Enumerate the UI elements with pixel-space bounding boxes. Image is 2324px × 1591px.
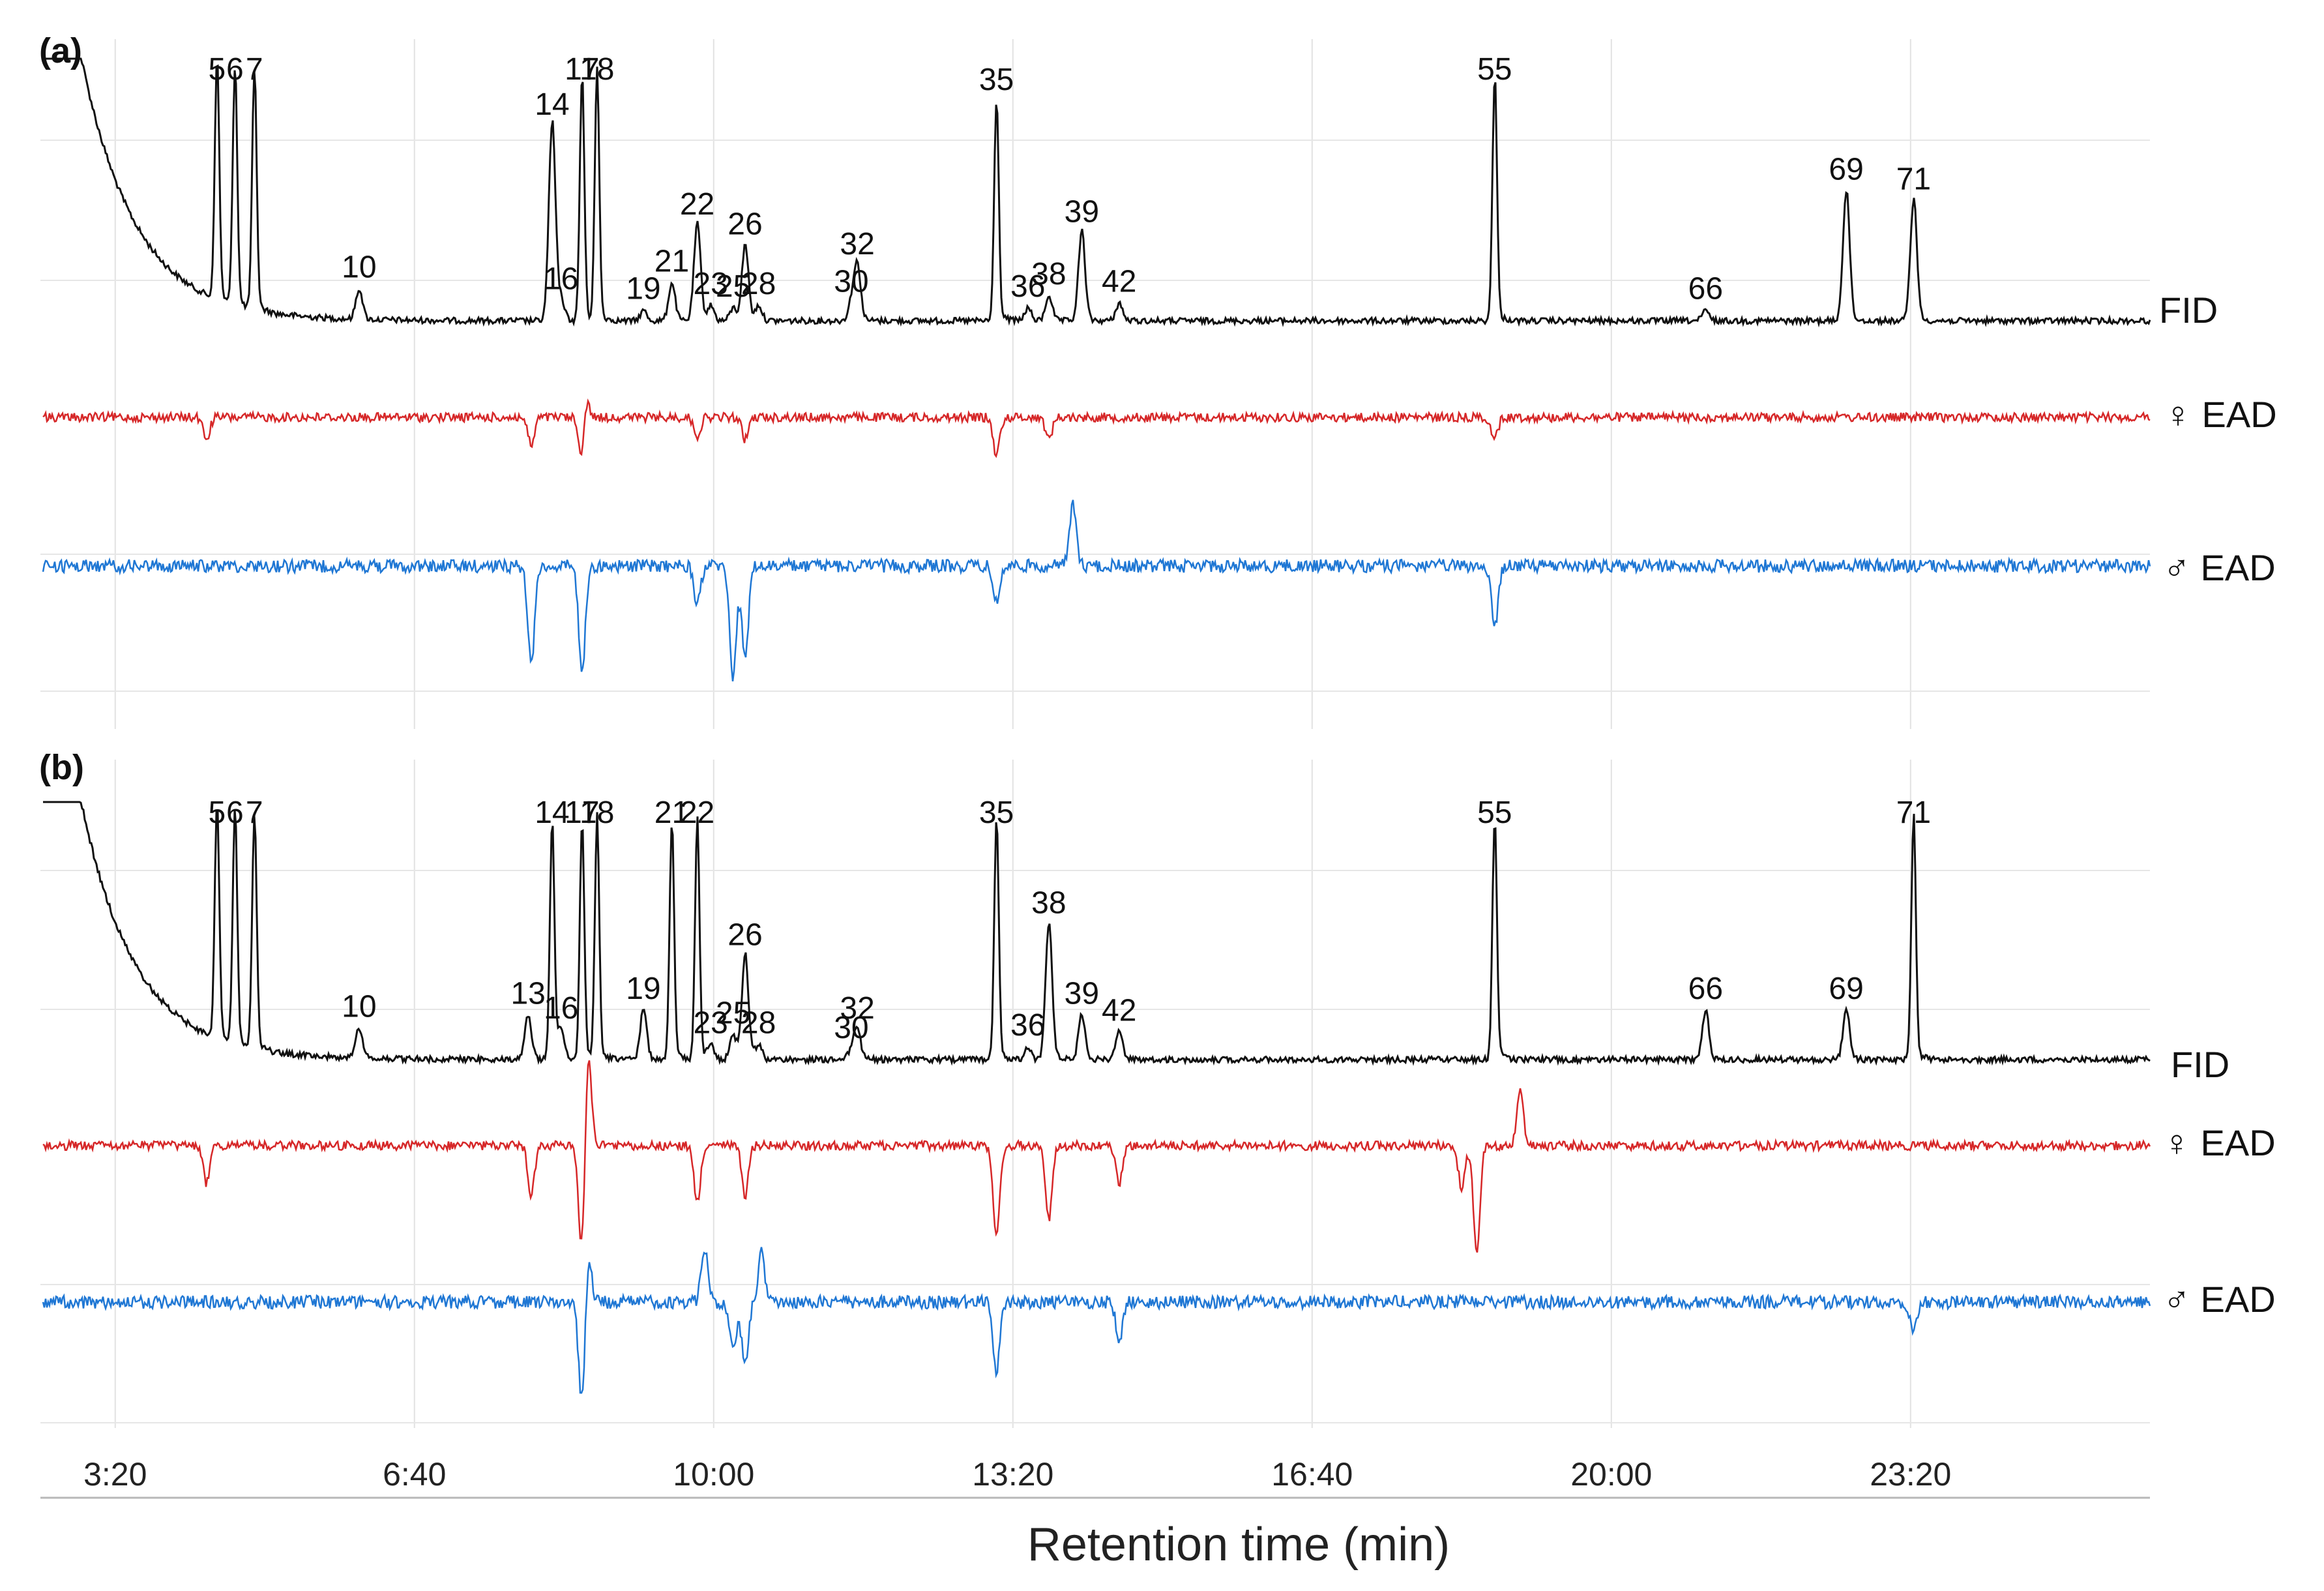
panel-label: (a) <box>39 31 82 70</box>
trace-label-female-ead: ♀ EAD <box>2164 394 2277 435</box>
peak-label: 32 <box>840 227 874 261</box>
trace-label-male-ead: ♂ EAD <box>2163 1279 2276 1320</box>
peak-label: 19 <box>626 972 660 1006</box>
peak-label: 26 <box>728 207 762 241</box>
peak-label: 69 <box>1829 972 1863 1006</box>
x-axis: Retention time (min) 3:20 6:40 10:00 13:20 1… <box>40 1456 2150 1571</box>
fid-trace <box>43 801 2151 1066</box>
peak-label: 30 <box>834 1011 868 1045</box>
peak-label: 21 <box>655 245 689 279</box>
peak-label: 19 <box>626 272 660 306</box>
peak-label: 55 <box>1477 796 1512 830</box>
peak-label: 17 <box>565 52 599 87</box>
peak-label: 22 <box>680 796 714 830</box>
peak-label: 36 <box>1010 269 1045 304</box>
peak-label: 28 <box>741 267 776 301</box>
peak-label: 42 <box>1102 994 1136 1028</box>
peak-label: 55 <box>1477 52 1512 87</box>
fid-trace <box>43 57 2151 328</box>
female-ead-trace <box>42 398 2151 458</box>
x-tick-label: 23:20 <box>1870 1456 1951 1493</box>
peak-label: 6 <box>226 796 244 830</box>
peak-label: 38 <box>1031 257 1066 291</box>
peak-label: 22 <box>680 187 714 222</box>
male-ead-trace <box>42 499 2151 682</box>
peak-label: 42 <box>1102 264 1136 299</box>
peak-label: 17 <box>565 796 599 830</box>
peak-label: 38 <box>1031 886 1066 921</box>
trace-label-fid: FID <box>2171 1044 2229 1085</box>
x-tick-label: 20:00 <box>1570 1456 1652 1493</box>
peak-label: 71 <box>1896 796 1931 830</box>
peak-label: 71 <box>1896 162 1931 197</box>
grid-layer <box>40 39 2150 1428</box>
peak-label: 21 <box>655 796 689 830</box>
peak-label: 16 <box>544 261 578 296</box>
x-tick-label: 13:20 <box>972 1456 1053 1493</box>
peak-label: 25 <box>716 269 750 304</box>
trace-label-male-ead: ♂ EAD <box>2163 547 2276 588</box>
peak-label: 10 <box>342 250 376 285</box>
peak-label: 26 <box>728 917 762 952</box>
peak-label: 35 <box>979 63 1014 97</box>
peak-label: 36 <box>1010 1008 1045 1043</box>
peak-label: 66 <box>1688 272 1723 306</box>
peak-label: 28 <box>741 1005 776 1040</box>
x-tick-label: 6:40 <box>383 1456 446 1493</box>
peak-label: 23 <box>693 1005 728 1040</box>
peak-label: 39 <box>1065 194 1099 229</box>
peak-label: 39 <box>1065 976 1099 1011</box>
peak-label: 7 <box>246 796 263 830</box>
peak-label: 10 <box>342 990 376 1024</box>
peak-label: 30 <box>834 264 868 299</box>
peak-label: 69 <box>1829 152 1863 186</box>
trace-label-fid: FID <box>2159 290 2218 331</box>
peak-label: 5 <box>208 52 226 87</box>
x-axis-title: Retention time (min) <box>1027 1519 1450 1571</box>
x-tick-label: 10:00 <box>673 1456 754 1493</box>
peak-label: 7 <box>246 52 263 87</box>
peak-label: 14 <box>535 87 569 122</box>
peak-label: 18 <box>580 796 614 830</box>
x-tick-label: 3:20 <box>83 1456 147 1493</box>
peak-label: 32 <box>840 991 874 1026</box>
panel-label: (b) <box>39 748 84 787</box>
peak-label: 18 <box>580 52 614 87</box>
peak-label: 66 <box>1688 972 1723 1006</box>
peak-label: 14 <box>535 796 569 830</box>
peak-label: 5 <box>208 796 226 830</box>
peak-label: 25 <box>716 996 750 1030</box>
trace-label-female-ead: ♀ EAD <box>2163 1122 2276 1163</box>
x-tick-label: 16:40 <box>1271 1456 1353 1493</box>
male-ead-trace <box>42 1247 2151 1394</box>
peak-label: 13 <box>510 976 545 1011</box>
female-ead-trace <box>42 1060 2151 1253</box>
peak-label: 16 <box>544 991 578 1026</box>
peak-label: 35 <box>979 796 1014 830</box>
peak-label: 6 <box>226 52 244 87</box>
peak-label: 23 <box>693 267 728 301</box>
